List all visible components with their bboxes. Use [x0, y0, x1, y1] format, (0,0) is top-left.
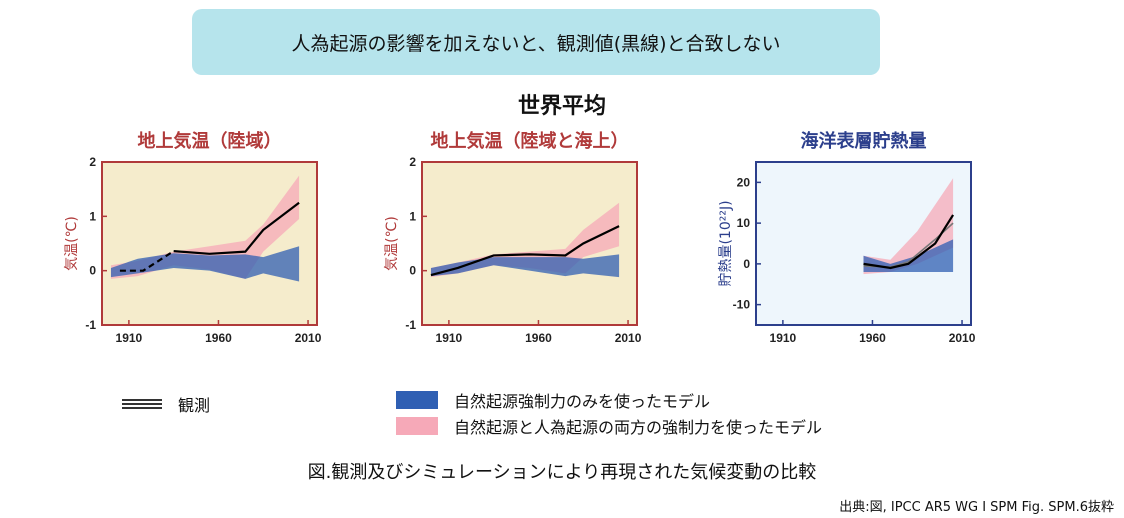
chart-title: 地上気温（陸域） — [138, 130, 282, 152]
legend-observed-label: 観測 — [178, 396, 211, 415]
natural-model-band — [110, 246, 300, 282]
legend-natural-label: 自然起源強制力のみを使ったモデル — [454, 392, 711, 411]
y-tick-label: -1 — [405, 318, 416, 332]
legend-observed-icon — [122, 397, 162, 411]
y-tick-label: 0 — [409, 264, 416, 278]
observed-line — [863, 214, 955, 270]
y-axis-label: 気温(℃) — [64, 216, 80, 271]
x-tick-label: 2010 — [615, 331, 642, 345]
plot-frame — [755, 161, 972, 326]
plot-frame — [101, 161, 318, 326]
x-tick-label: 2010 — [295, 331, 322, 345]
y-tick-label: 0 — [743, 257, 750, 271]
x-tick-label: 1960 — [859, 331, 886, 345]
x-tick-label: 1960 — [525, 331, 552, 345]
legend-combined: 自然起源と人為起源の両方の強制力を使ったモデル — [396, 414, 822, 438]
legend-combined-label: 自然起源と人為起源の両方の強制力を使ったモデル — [454, 418, 823, 437]
x-tick-label: 1910 — [116, 331, 143, 345]
headline-banner: 人為起源の影響を加えないと、観測値(黒線)と合致しない — [192, 9, 880, 75]
chart-title: 海洋表層貯熱量 — [801, 130, 927, 152]
figure-caption: 図.観測及びシミュレーションにより再現された気候変動の比較 — [307, 462, 817, 483]
observed-line — [430, 225, 620, 277]
y-tick-label: 1 — [409, 209, 416, 223]
y-tick-label: 20 — [737, 175, 751, 189]
legend-natural-swatch — [396, 391, 438, 409]
main-title: 世界平均 — [517, 94, 606, 119]
plot-area — [102, 162, 317, 325]
observed-line-dashed — [119, 250, 175, 272]
x-tick-label: 1960 — [205, 331, 232, 345]
chart-panel-land-ocean-temperature: 地上気温（陸域と海上） 2 1 0 -1 1910 1960 2010 気温(℃) — [382, 125, 672, 345]
y-tick-label: 10 — [737, 216, 751, 230]
y-tick-label: 2 — [409, 155, 416, 169]
natural-model-band — [863, 239, 954, 273]
chart-title: 地上気温（陸域と海上） — [431, 130, 629, 152]
y-axis-label: 気温(℃) — [384, 216, 400, 271]
combined-model-band — [110, 175, 300, 279]
observed-line — [173, 201, 300, 255]
y-axis-label: 貯熱量(10²²J) — [718, 200, 734, 286]
x-tick-label: 1910 — [436, 331, 463, 345]
chart-panel-ocean-heat-content: 海洋表層貯熱量 20 10 0 -10 1910 1960 2010 貯熱量(10²²J) — [716, 125, 1006, 345]
legend-observed: 観測 — [122, 392, 210, 416]
chart-svg: 地上気温（陸域） 2 1 0 -1 1910 1960 2010 気温(℃) — [64, 130, 322, 345]
y-tick-label: -1 — [85, 318, 96, 332]
legend-natural: 自然起源強制力のみを使ったモデル — [396, 388, 710, 412]
chart-panel-land-temperature: 地上気温（陸域） 2 1 0 -1 1910 1960 2010 気温(℃) — [62, 125, 352, 345]
y-tick-label: 1 — [89, 209, 96, 223]
x-tick-label: 1910 — [770, 331, 797, 345]
y-tick-label: -10 — [733, 298, 751, 312]
x-tick-label: 2010 — [949, 331, 976, 345]
legend-combined-swatch — [396, 417, 438, 435]
y-tick-label: 2 — [89, 155, 96, 169]
source-credit: 出典:図, IPCC AR5 WG I SPM Fig. SPM.6抜粋 — [839, 500, 1114, 515]
y-tick-label: 0 — [89, 264, 96, 278]
chart-svg: 地上気温（陸域と海上） 2 1 0 -1 1910 1960 2010 気温(℃) — [384, 130, 642, 345]
plot-frame — [421, 161, 638, 326]
headline-text: 人為起源の影響を加えないと、観測値(黒線)と合致しない — [291, 32, 781, 55]
